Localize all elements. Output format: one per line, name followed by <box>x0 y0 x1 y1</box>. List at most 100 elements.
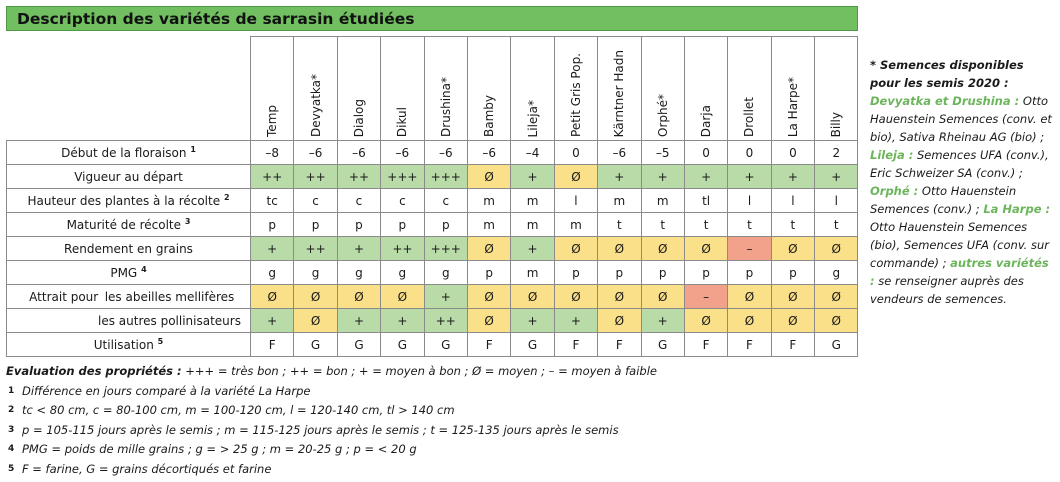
rating-cell: + <box>597 164 642 189</box>
footnote-text: PMG = poids de mille grains ; g = > 25 g… <box>22 442 417 456</box>
rating-cell: tc <box>249 188 295 213</box>
footnote-ref: 1 <box>190 145 196 154</box>
rating-cell: G <box>423 332 468 357</box>
header-corner <box>6 36 251 141</box>
sidenote-lead: * Semences disponibles pour les semis 20… <box>870 58 1024 90</box>
rating-cell: –6 <box>336 140 382 165</box>
rating-cell: m <box>510 212 555 237</box>
footnote-number: 3 <box>8 424 15 435</box>
rating-cell: ++ <box>336 164 382 189</box>
rating-cell: + <box>553 308 599 333</box>
rating-cell: F <box>553 332 599 357</box>
rating-cell: + <box>640 308 685 333</box>
rating-cell: G <box>293 332 338 357</box>
rating-cell: t <box>683 212 729 237</box>
rating-cell: t <box>770 212 816 237</box>
rating-cell: –8 <box>249 140 295 165</box>
footnote-text: p = 105-115 jours après le semis ; m = 1… <box>22 422 619 437</box>
variety-header: Kärntner Hadn <box>597 36 642 141</box>
attrait-label: Attrait pour les abeilles mellifères <box>6 284 251 309</box>
rating-cell: ++ <box>249 164 295 189</box>
rating-cell: + <box>727 164 772 189</box>
rating-cell: Ø <box>293 308 338 333</box>
table-row: les autres pollinisateurs + Ø + + ++ Ø + + Ø + Ø Ø Ø Ø <box>6 308 859 333</box>
variety-header: Drushina* <box>423 36 468 141</box>
rating-cell: + <box>683 164 729 189</box>
rating-cell: Ø <box>553 284 599 309</box>
footnote-ref: 3 <box>184 217 191 226</box>
table-row: Attrait pour les abeilles mellifères Ø Ø Ø Ø +… <box>6 284 859 309</box>
rating-cell: Ø <box>293 284 338 309</box>
rating-cell: + <box>336 236 382 261</box>
rating-cell: +++ <box>423 236 468 261</box>
variety-header: Billy <box>814 36 859 141</box>
row-label: PMG 4 <box>6 260 251 285</box>
footnote-ref: 2 <box>223 193 230 202</box>
supplier-variety: La Harpe : <box>983 202 1051 216</box>
rating-cell: c <box>293 188 338 213</box>
supplier-text: se renseigner auprès des vendeurs de sem… <box>870 274 1024 306</box>
rating-cell: c <box>336 188 382 213</box>
rating-cell: 0 <box>683 140 729 165</box>
rating-cell: 0 <box>770 140 816 165</box>
rating-cell: + <box>814 164 859 189</box>
rating-cell: G <box>640 332 685 357</box>
variety-name: Petit Gris Pop. <box>568 53 583 137</box>
variety-header: Darja <box>683 36 729 141</box>
rating-cell: F <box>466 332 512 357</box>
rating-cell: F <box>683 332 729 357</box>
rating-cell: t <box>640 212 685 237</box>
rating-cell: + <box>249 236 295 261</box>
table-row: Vigueur au départ ++ ++ ++ +++ +++ Ø + Ø + + + + + + <box>6 164 859 189</box>
rating-cell: Ø <box>770 236 816 261</box>
rating-cell: + <box>510 308 555 333</box>
rating-cell: – <box>727 236 772 261</box>
rating-cell: p <box>683 260 729 285</box>
rating-cell: p <box>249 212 295 237</box>
attrait-main-label: Attrait pour <box>29 289 99 304</box>
footnote: 4 PMG = poids de mille grains ; g = > 25 … <box>6 440 858 460</box>
rating-cell: p <box>466 260 512 285</box>
rating-cell: p <box>293 212 338 237</box>
footnote-ref: 4 <box>141 265 147 274</box>
rating-cell: ++ <box>380 236 425 261</box>
row-label-text: Rendement en grains <box>64 241 193 256</box>
attrait-label: les autres pollinisateurs <box>6 308 251 333</box>
attrait-sub-label: les abeilles mellifères <box>104 289 235 304</box>
rating-cell: l <box>553 188 599 213</box>
footnote-text: tc < 80 cm, c = 80-100 cm, m = 100-120 c… <box>22 403 455 417</box>
variety-name: Lileja* <box>525 99 540 137</box>
rating-cell: +++ <box>380 164 425 189</box>
rating-cell: +++ <box>423 164 468 189</box>
rating-cell: Ø <box>683 308 729 333</box>
rating-cell: –6 <box>597 140 642 165</box>
footnote-text: Différence en jours comparé à la variété… <box>22 383 311 398</box>
rating-cell: –4 <box>510 140 555 165</box>
rating-cell: g <box>814 260 859 285</box>
rating-cell: F <box>249 332 295 357</box>
rating-cell: + <box>249 308 295 333</box>
varieties-table: Temp Devyatka* Dialog Dikul Drushina* Bamby Li… <box>6 36 859 357</box>
row-label: Hauteur des plantes à la récolte 2 <box>6 188 251 213</box>
rating-cell: Ø <box>814 236 859 261</box>
row-label: Début de la floraison 1 <box>6 140 251 165</box>
footnote-ref: 5 <box>157 337 164 346</box>
rating-cell: + <box>510 236 555 261</box>
variety-name: Billy <box>829 111 844 137</box>
rating-cell: Ø <box>597 236 642 261</box>
rating-cell: Ø <box>727 308 772 333</box>
rating-cell: G <box>336 332 382 357</box>
rating-cell: 0 <box>553 140 599 165</box>
footnote: 2 tc < 80 cm, c = 80-100 cm, m = 100-120 … <box>6 401 858 421</box>
rating-cell: + <box>640 164 685 189</box>
table-title: Description des variétés de sarrasin étu… <box>6 6 858 31</box>
rating-cell: Ø <box>640 284 685 309</box>
rating-cell: ++ <box>423 308 468 333</box>
row-label: Vigueur au départ <box>6 164 251 189</box>
variety-name: Orphé* <box>655 94 670 137</box>
supplier-variety: Orphé : <box>870 184 919 198</box>
variety-header: Petit Gris Pop. <box>553 36 599 141</box>
rating-cell: Ø <box>466 236 512 261</box>
rating-cell: Ø <box>683 236 729 261</box>
variety-header: Orphé* <box>640 36 685 141</box>
